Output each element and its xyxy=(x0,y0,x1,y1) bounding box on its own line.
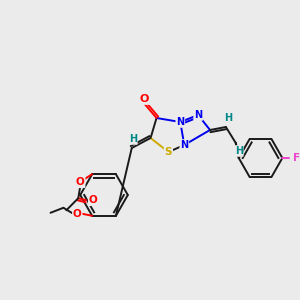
Text: N: N xyxy=(180,140,188,150)
Text: H: H xyxy=(235,146,243,156)
Text: N: N xyxy=(194,110,202,120)
Text: O: O xyxy=(73,209,82,219)
Text: H: H xyxy=(224,113,232,123)
Text: S: S xyxy=(165,147,172,157)
Text: O: O xyxy=(140,94,149,104)
Text: F: F xyxy=(293,153,300,163)
Text: O: O xyxy=(76,177,85,187)
Text: H: H xyxy=(129,134,137,144)
Text: O: O xyxy=(89,195,98,205)
Text: N: N xyxy=(176,117,184,127)
